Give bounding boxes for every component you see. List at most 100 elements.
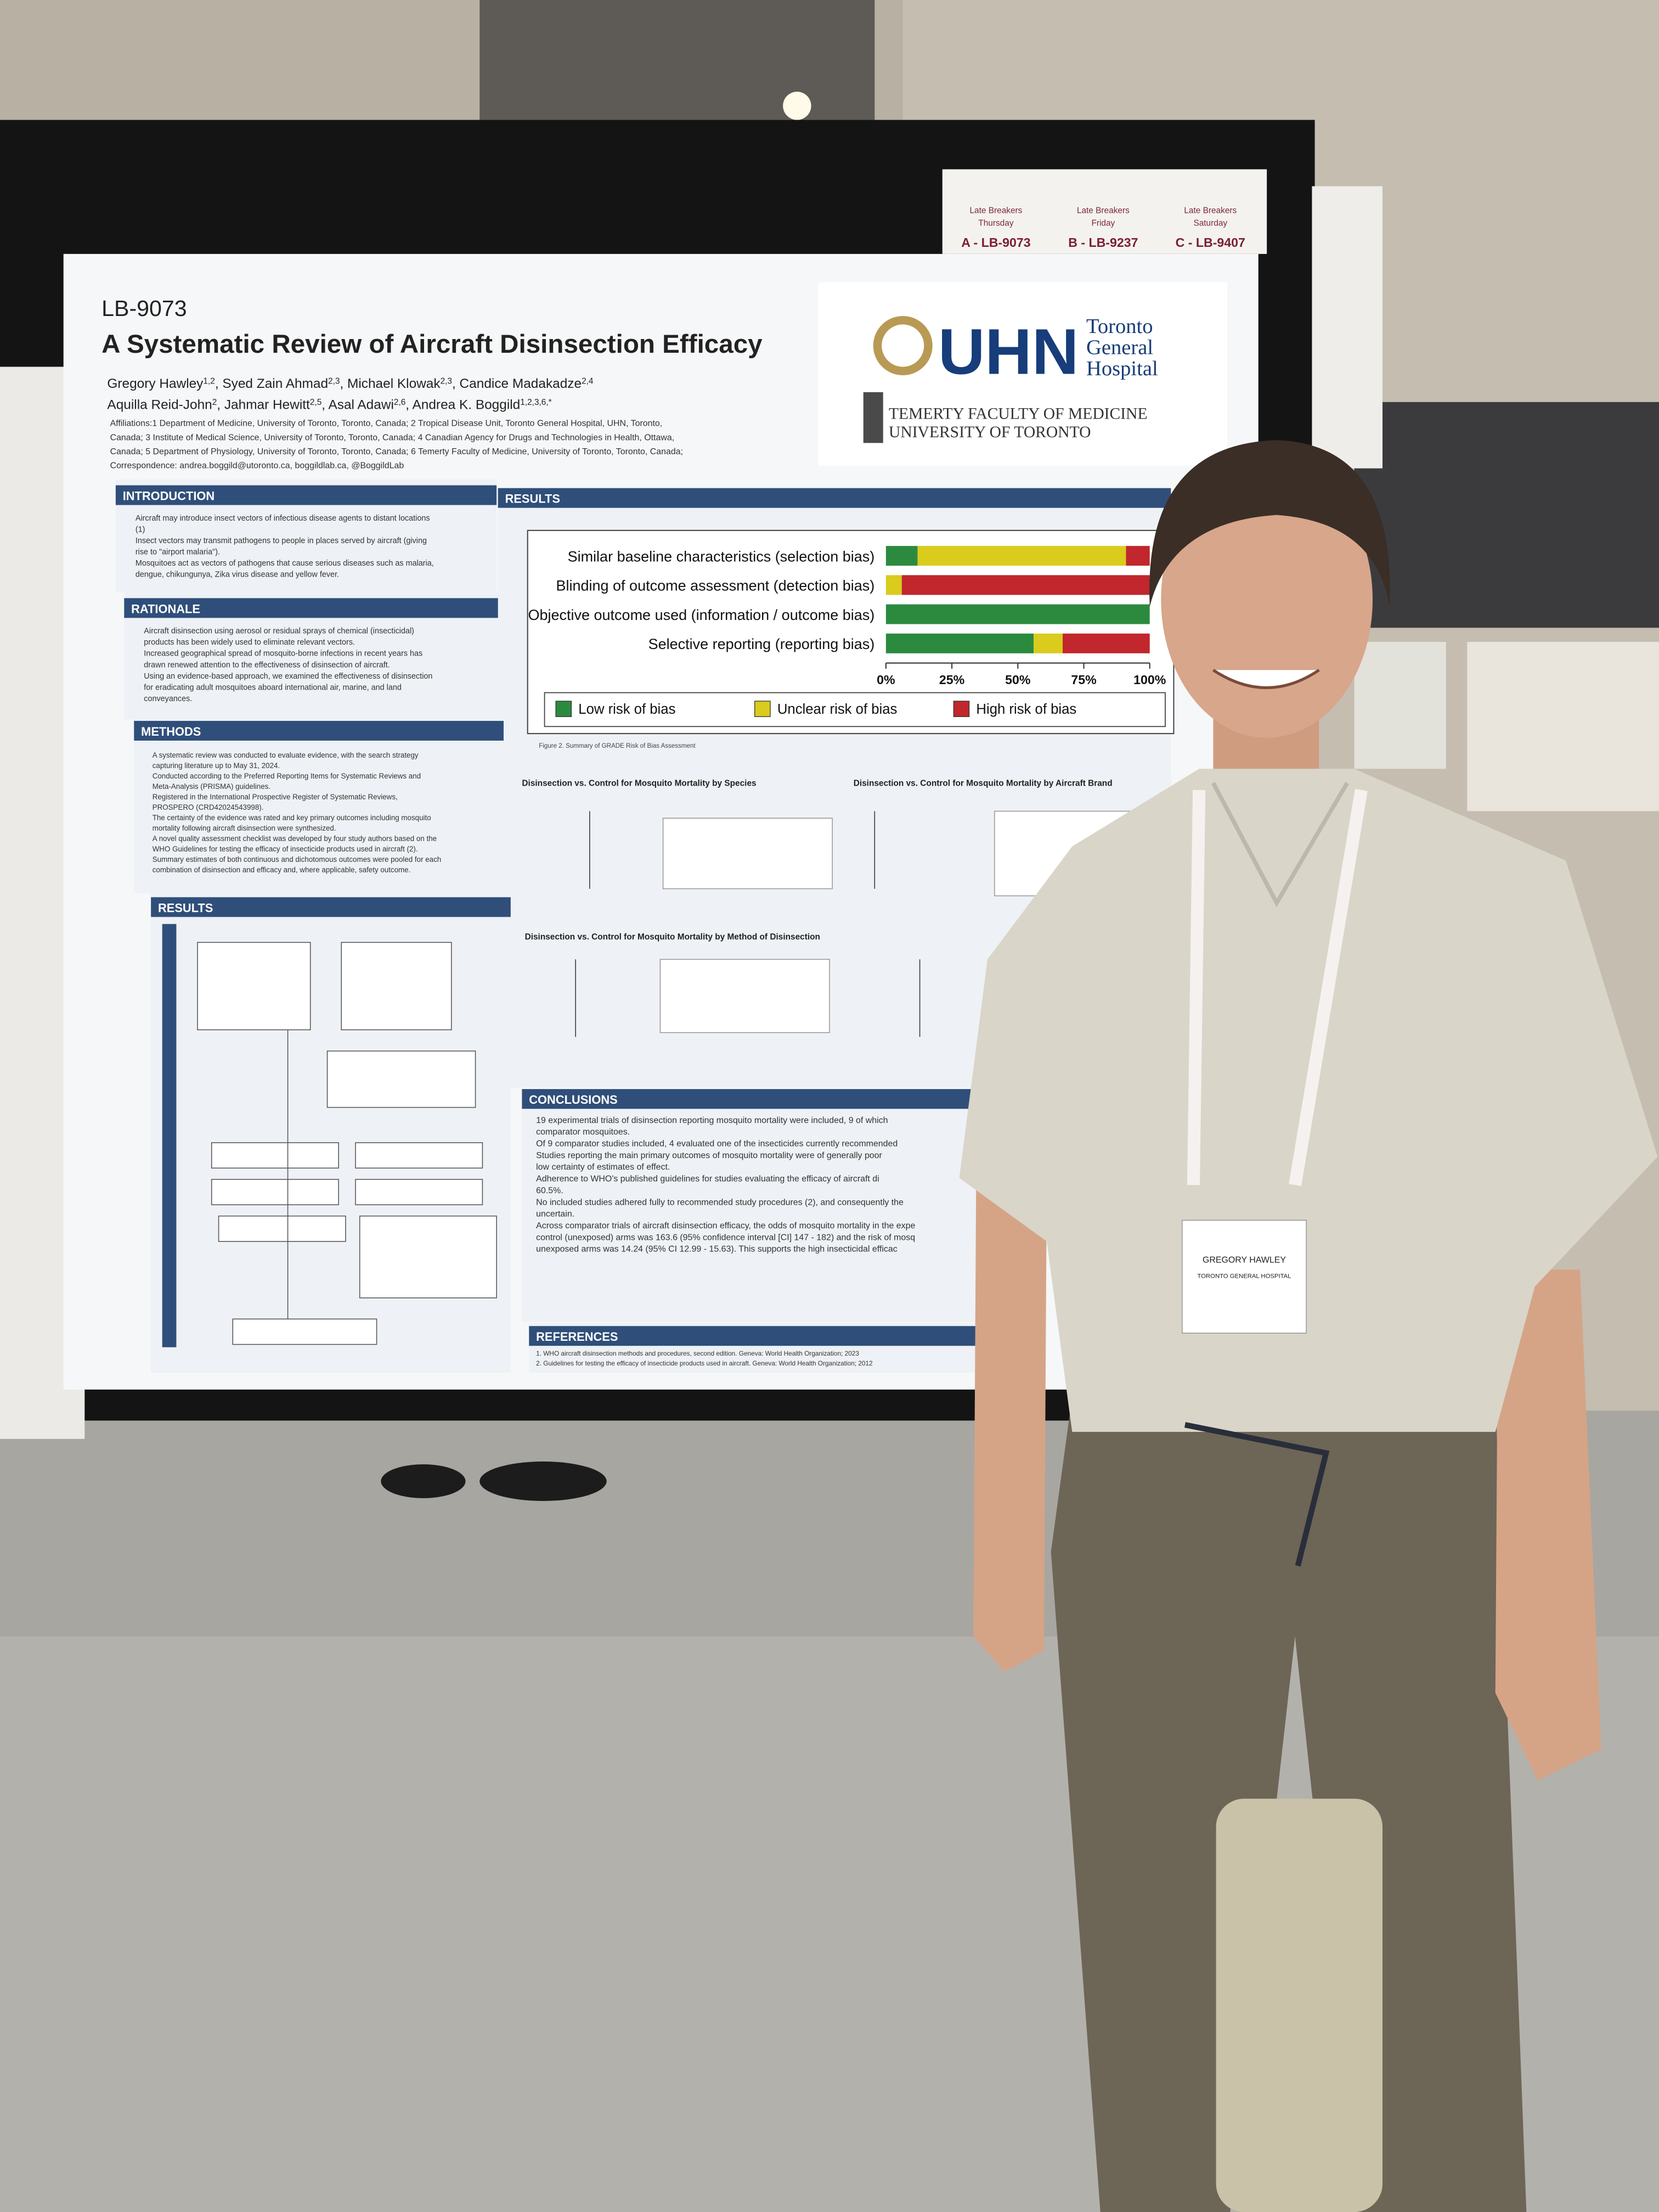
logo-panel [818,282,1228,466]
rationale-line: for eradicating adult mosquitoes aboard … [144,683,402,692]
reference-line: 1. WHO aircraft disinsection methods and… [536,1350,859,1357]
sign-day: Saturday [1193,218,1227,228]
author-name: , Jahmar Hewitt [217,398,310,413]
sign-label: Late Breakers [1184,206,1237,215]
sign-code: B - LB-9237 [1068,235,1138,250]
author-sup: 1,2 [203,376,215,386]
author-sup: 1,2,3,6,* [520,398,551,407]
hair [1149,440,1390,607]
legend-swatch [555,701,572,717]
legend-swatch [754,701,771,717]
flow-box [355,1142,483,1169]
affiliation: Canada; 3 Institute of Medical Science, … [110,433,675,442]
intro-line: dengue, chikungunya, Zika virus disease … [136,571,339,579]
author-name: Gregory Hawley [107,376,204,391]
flow-box [197,941,311,1030]
bias-segment [1034,633,1063,653]
author-sup: 2 [212,398,217,407]
conclusion-line: unexposed arms was 14.24 (95% CI 12.99 -… [536,1245,898,1254]
section-header [115,485,497,505]
author-name: Aquilla Reid-John [107,398,212,413]
sign-label: Late Breakers [969,206,1022,215]
methods-line: WHO Guidelines for testing the efficacy … [153,845,418,853]
flow-box [355,1178,483,1205]
methods-line: The certainty of the evidence was rated … [153,814,431,822]
methods-line: mortality following aircraft disinsectio… [153,824,336,832]
intro-line: rise to "airport malaria"). [136,548,220,557]
logo-university: UNIVERSITY OF TORONTO [889,424,1091,441]
authors: Gregory Hawley1,2, Syed Zain Ahmad2,3, M… [107,376,594,391]
bias-segment [1063,633,1150,653]
conclusion-line: Studies reporting the main primary outco… [536,1151,882,1160]
methods-line: PROSPERO (CRD42024543998). [153,803,264,811]
methods-line: A systematic review was conducted to eva… [153,751,419,759]
methods-line: capturing literature up to May 31, 2024. [153,761,280,770]
face [1161,461,1373,738]
affiliation: Affiliations:1 Department of Medicine, U… [110,419,663,428]
smile [1212,669,1320,690]
bias-segment [885,546,918,566]
author-sup: 2,3 [328,376,340,386]
flow-box [218,1215,346,1242]
badge-name: GREGORY HAWLEY [1203,1255,1286,1265]
bias-category: Similar baseline characteristics (select… [568,548,875,565]
conclusion-line: 19 experimental trials of disinsection r… [536,1116,888,1125]
intro-line: Mosquitoes act as vectors of pathogens t… [136,559,434,568]
rationale-line: drawn renewed attention to the effective… [144,661,390,669]
flow-stage-bar [162,924,177,1347]
conclusion-line: control (unexposed) arms was 163.6 (95% … [536,1233,915,1242]
author-sup: 2,3 [441,376,452,386]
section-header [529,1326,988,1346]
section-header [522,1089,988,1109]
section-heading: RATIONALE [131,602,200,616]
author-sup: 2,5 [310,398,321,407]
methods-line: A novel quality assessment checklist was… [153,834,437,843]
x-tick-label: 100% [1133,673,1166,687]
bias-category: Blinding of outcome assessment (detectio… [556,578,874,594]
conclusion-line: Of 9 comparator studies included, 4 eval… [536,1139,898,1149]
panel [522,1089,988,1322]
bias-segment [917,546,1126,566]
flow-box [326,1050,476,1108]
logo-faculty: TEMERTY FACULTY OF MEDICINE [889,405,1148,423]
lanyard [1187,789,1368,1186]
section-header [124,598,498,618]
section-heading: REFERENCES [536,1330,618,1344]
author-name: , Michael Klowak [340,376,441,391]
background-poster [1354,642,1446,769]
flow-box [211,1142,339,1169]
bias-segment [885,604,1150,624]
plot-title: Disinsection vs. Control for Mosquito Mo… [854,778,1113,788]
conclusion-line: Adherence to WHO's published guidelines … [536,1175,879,1184]
sign-code: A - LB-9073 [961,235,1031,250]
rationale-line: products has been widely used to elimina… [144,638,355,647]
plot-title: Disinsection vs. Control for Mosquito Mo… [525,933,820,942]
author-name: , Andrea K. Boggild [405,398,520,413]
background-poster [1467,642,1659,811]
results-table [662,817,833,889]
drawstring [1184,1422,1330,1567]
affiliation: Correspondence: andrea.boggild@utoronto.… [110,461,404,471]
panel [134,716,504,893]
logo-hospital: General [1086,336,1153,359]
side-panel [1312,186,1383,469]
rationale-line: conveyances. [144,695,192,703]
plot-title: Disinsection vs. Control for Mosquito Mo… [522,778,756,788]
author-sup: 2,6 [394,398,405,407]
methods-line: Summary estimates of both continuous and… [153,855,442,864]
sign-label: Late Breakers [1077,206,1130,215]
poster-title: A Systematic Review of Aircraft Disinsec… [101,330,763,359]
section-heading: CONCLUSIONS [529,1093,617,1107]
flow-box [341,941,452,1030]
x-tick-label: 75% [1071,673,1096,687]
conclusion-line: low certainty of estimates of effect. [536,1163,670,1172]
rationale-line: Aircraft disinsection using aerosol or r… [144,627,414,636]
collar [1211,782,1350,907]
author-name: , Asal Adawi [321,398,394,413]
poster-code: LB-9073 [101,296,187,321]
conclusion-line: No included studies adhered fully to rec… [536,1198,904,1207]
x-tick-label: 25% [939,673,964,687]
methods-line: Registered in the International Prospect… [153,793,398,801]
